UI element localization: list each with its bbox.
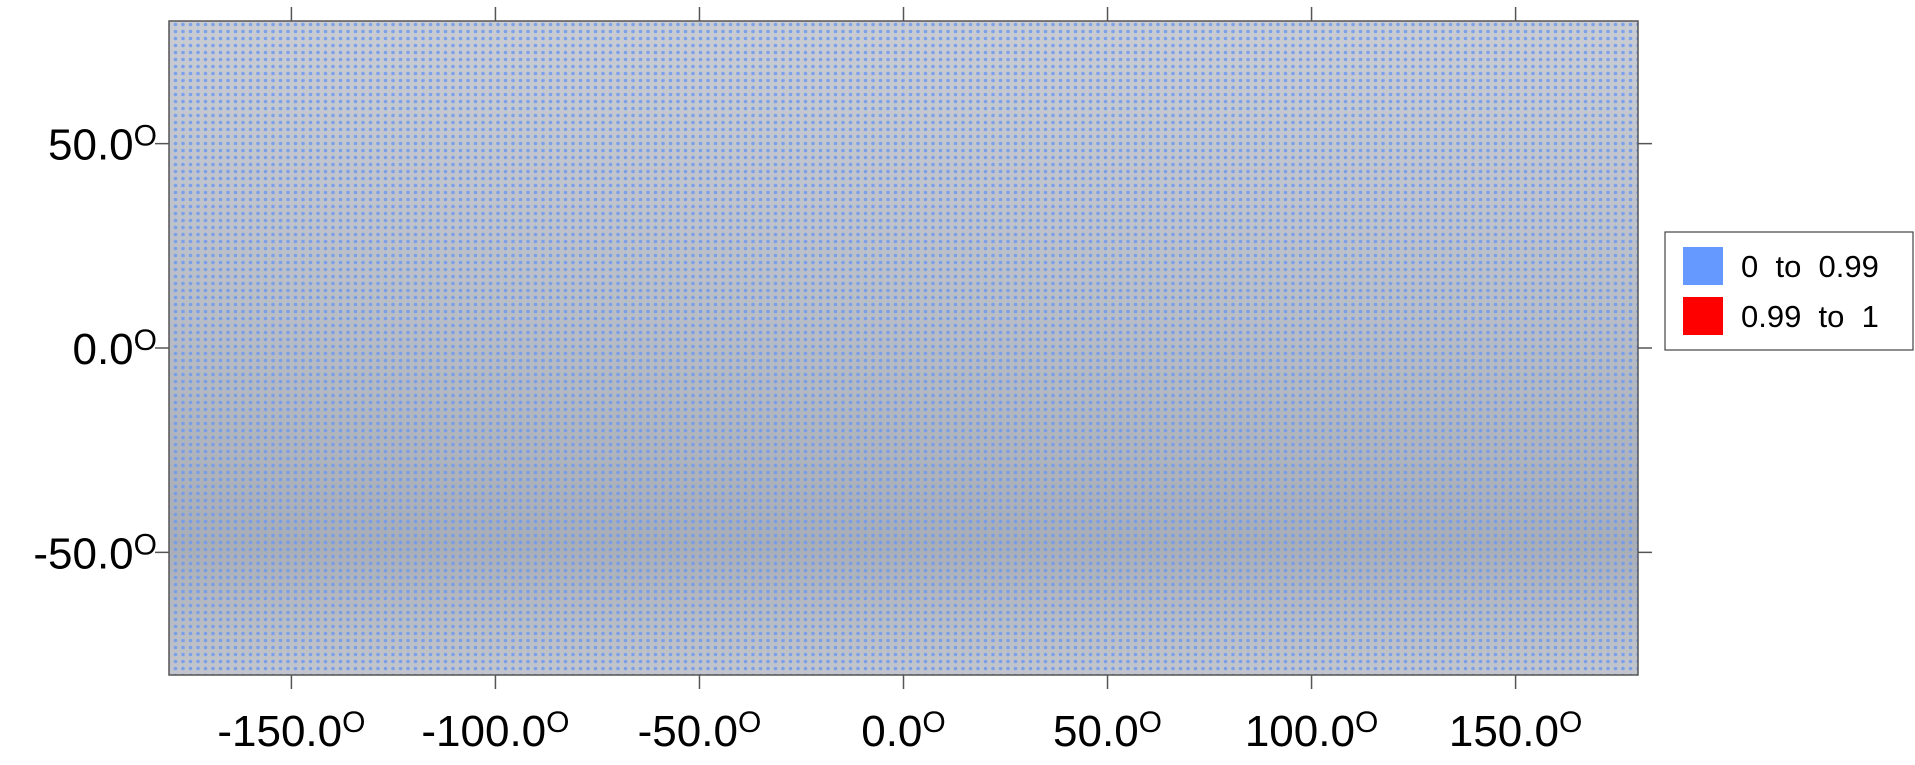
legend-label: 0.99 to 1 xyxy=(1741,299,1879,334)
tick-text: 150.0 xyxy=(1449,707,1559,756)
tick-text: 50.0 xyxy=(48,121,134,170)
tick-text: 100.0 xyxy=(1245,707,1355,756)
tick-text: -100.0 xyxy=(421,707,546,756)
tick-text: 0.0 xyxy=(861,707,922,756)
degree-mark: O xyxy=(134,120,157,153)
tick-text: 50.0 xyxy=(1053,707,1139,756)
tick-label: 0.0O xyxy=(861,706,946,756)
tick-label: -100.0O xyxy=(421,706,569,756)
tick-label: -50.0O xyxy=(33,528,157,578)
legend-label: 0 to 0.99 xyxy=(1741,249,1879,284)
degree-mark: O xyxy=(1355,706,1378,739)
tick-label: 50.0O xyxy=(1053,706,1162,756)
tick-label: 50.0O xyxy=(48,120,157,170)
tick-label: 100.0O xyxy=(1245,706,1378,756)
legend-swatch xyxy=(1683,297,1723,335)
degree-mark: O xyxy=(134,324,157,357)
tick-text: -50.0 xyxy=(638,707,738,756)
plot-area xyxy=(168,20,1639,676)
tick-label: -150.0O xyxy=(217,706,365,756)
tick-label: 0.0O xyxy=(72,324,157,374)
grid-dots xyxy=(169,21,1638,675)
tick-text: 0.0 xyxy=(72,325,133,374)
degree-mark: O xyxy=(922,706,945,739)
degree-mark: O xyxy=(738,706,761,739)
degree-mark: O xyxy=(134,528,157,561)
tick-text: -150.0 xyxy=(217,707,342,756)
degree-mark: O xyxy=(1559,706,1582,739)
tick-text: -50.0 xyxy=(33,529,133,578)
tick-label: -50.0O xyxy=(638,706,762,756)
degree-mark: O xyxy=(546,706,569,739)
legend-swatch xyxy=(1683,247,1723,285)
degree-mark: O xyxy=(342,706,365,739)
degree-mark: O xyxy=(1139,706,1162,739)
legend: 0 to 0.99 0.99 to 1 xyxy=(1664,231,1914,351)
tick-label: 150.0O xyxy=(1449,706,1582,756)
